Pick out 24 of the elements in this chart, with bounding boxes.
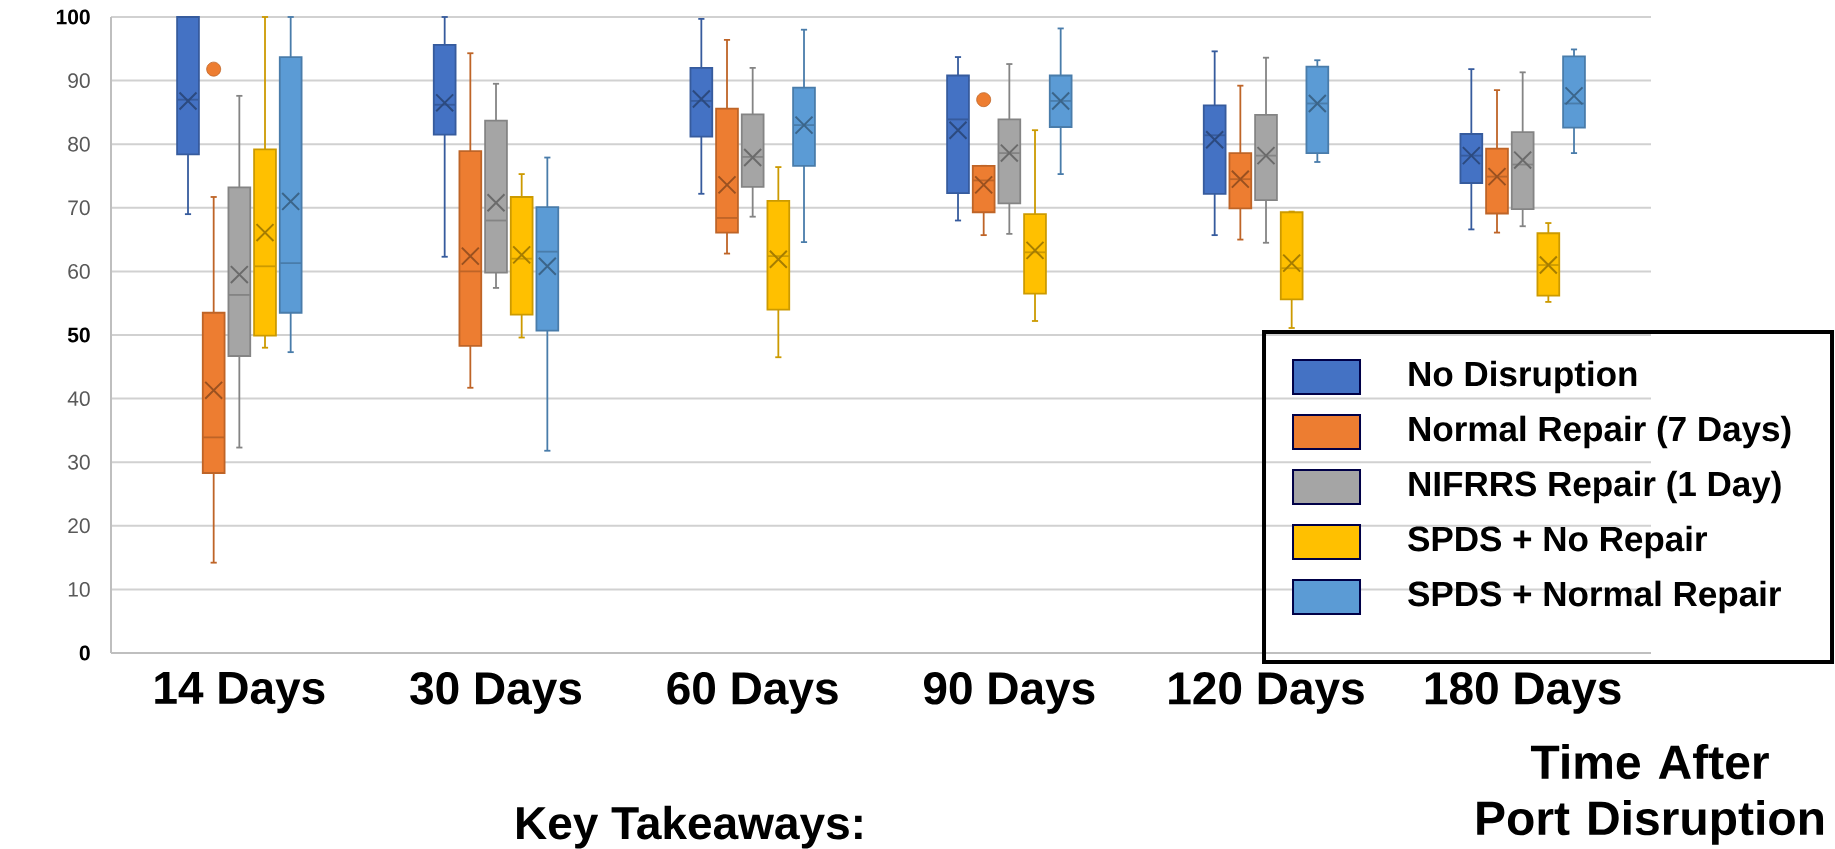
y-tick-label: 40 <box>67 391 90 407</box>
y-tick-label: 100 <box>56 9 90 25</box>
y-tick-label: 70 <box>68 200 90 216</box>
x-tick-label: 14 Days <box>155 672 325 714</box>
legend-label: SPDS + Normal Repair <box>1408 580 1781 614</box>
x-tick-label: 120 Days <box>1169 672 1364 714</box>
y-tick-label: 50 <box>67 327 90 343</box>
x-tick-label: 90 Days <box>923 672 1095 714</box>
legend-label: No Disruption <box>1409 360 1637 394</box>
y-tick-label: 0 <box>79 645 90 661</box>
x-axis-title: Time After Port Disruption <box>1477 744 1824 845</box>
y-tick-label: 30 <box>68 454 90 470</box>
legend-label: NIFRRS Repair (1 Day) <box>1409 470 1781 504</box>
y-tick-label: 90 <box>68 73 90 89</box>
y-tick-label: 60 <box>68 263 90 279</box>
x-tick-label: 60 Days <box>667 672 838 714</box>
y-tick-label: 20 <box>68 518 90 534</box>
legend-label: SPDS + No Repair <box>1408 525 1708 559</box>
y-tick-label: 80 <box>68 136 90 152</box>
legend-label: Normal Repair (7 Days) <box>1409 415 1791 449</box>
text: Key Takeaways: <box>517 805 862 849</box>
x-tick-label: 30 Days <box>410 672 582 714</box>
y-tick-label: 10 <box>68 581 90 597</box>
x-tick-label: 180 Days <box>1425 672 1621 714</box>
